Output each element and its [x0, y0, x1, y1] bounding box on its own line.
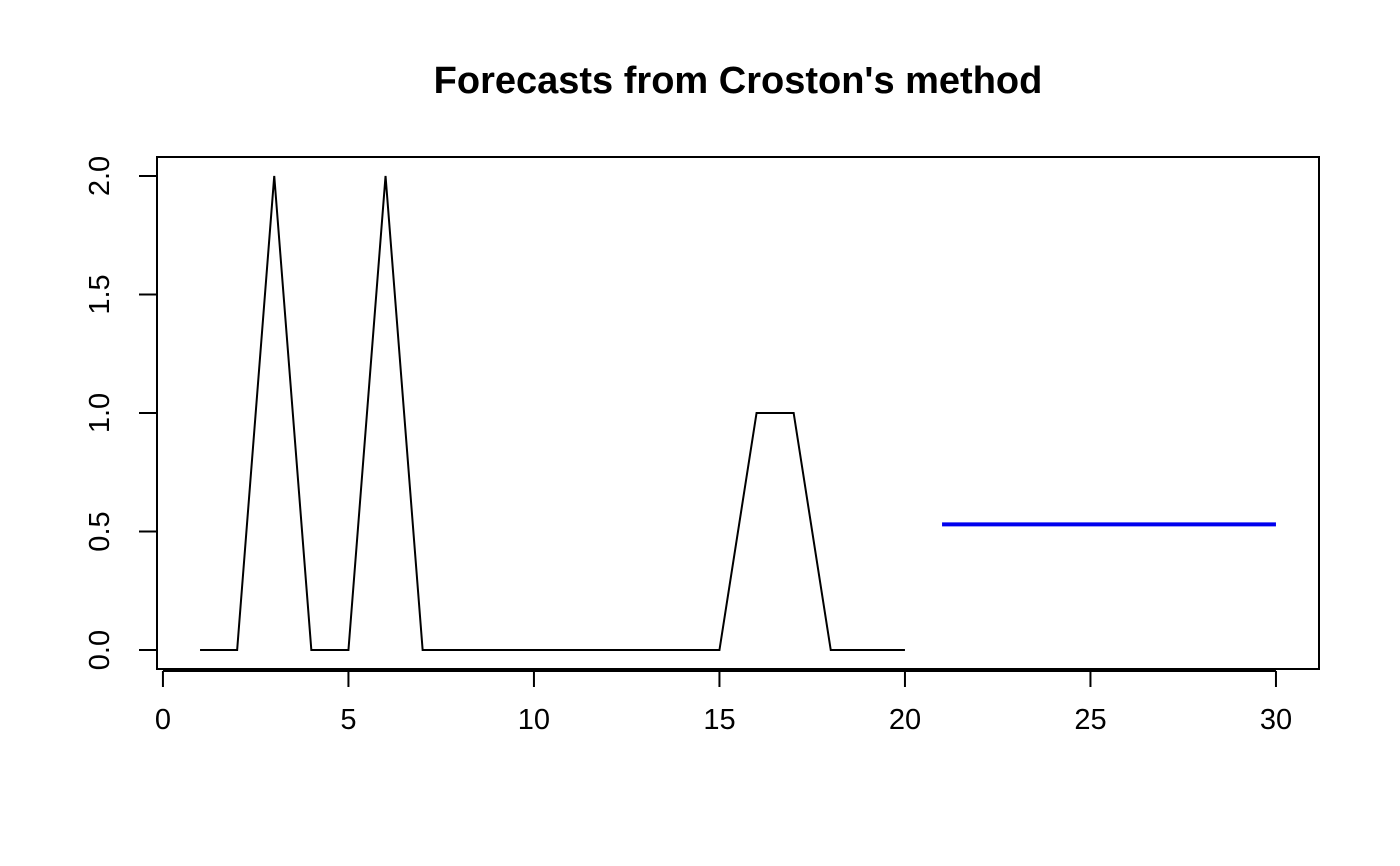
- x-tick-label: 15: [703, 704, 735, 736]
- x-axis: 0 5 10 15 20 25 30: [155, 670, 1292, 736]
- y-axis: 0.0 0.5 1.0 1.5 2.0: [84, 156, 158, 670]
- y-tick-label: 2.0: [84, 156, 116, 196]
- x-tick-label: 20: [889, 704, 921, 736]
- x-tick-label: 0: [155, 704, 171, 736]
- x-tick-label: 25: [1074, 704, 1106, 736]
- y-tick-label: 0.5: [84, 511, 116, 551]
- x-tick-label: 30: [1260, 704, 1292, 736]
- plot-frame: [156, 156, 1320, 670]
- observed-line: [200, 175, 905, 652]
- y-tick-label: 1.5: [84, 274, 116, 314]
- x-tick-label: 10: [518, 704, 550, 736]
- x-tick-label: 5: [340, 704, 356, 736]
- y-tick-label: 0.0: [84, 630, 116, 670]
- y-tick-label: 1.0: [84, 393, 116, 433]
- chart-title: Forecasts from Croston's method: [434, 60, 1043, 102]
- series-layer: [200, 175, 1276, 652]
